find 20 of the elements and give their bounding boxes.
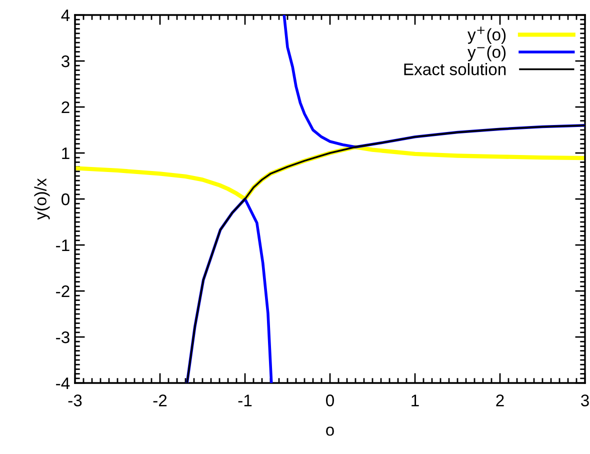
legend-label: y$^{+}$(o) xyxy=(468,26,506,44)
y-tick-label: 4 xyxy=(61,10,70,22)
y-tick-label: -3 xyxy=(56,331,70,344)
legend-label: Exact solution xyxy=(404,63,506,76)
x-tick-label: 0 xyxy=(326,394,334,406)
x-tick-label: 3 xyxy=(581,394,589,406)
x-tick-label: -1 xyxy=(238,394,252,406)
x-tick-label: -2 xyxy=(153,394,167,406)
y-tick-label: 0 xyxy=(62,193,70,206)
y-tick-label: 2 xyxy=(62,101,70,114)
y-axis-title: y(o)/x xyxy=(34,178,50,220)
y-tick-label: -1 xyxy=(56,240,70,252)
x-tick-label: 1 xyxy=(412,394,419,406)
y-tick-label: -4 xyxy=(56,378,70,390)
y-tick-label: 3 xyxy=(62,55,70,68)
y-tick-label: 1 xyxy=(62,148,70,160)
x-axis-title: o xyxy=(326,426,334,436)
y-tick-label: -2 xyxy=(56,285,70,298)
legend-label: y$^{−}$(o) xyxy=(468,46,506,62)
x-tick-label: 2 xyxy=(496,394,504,406)
